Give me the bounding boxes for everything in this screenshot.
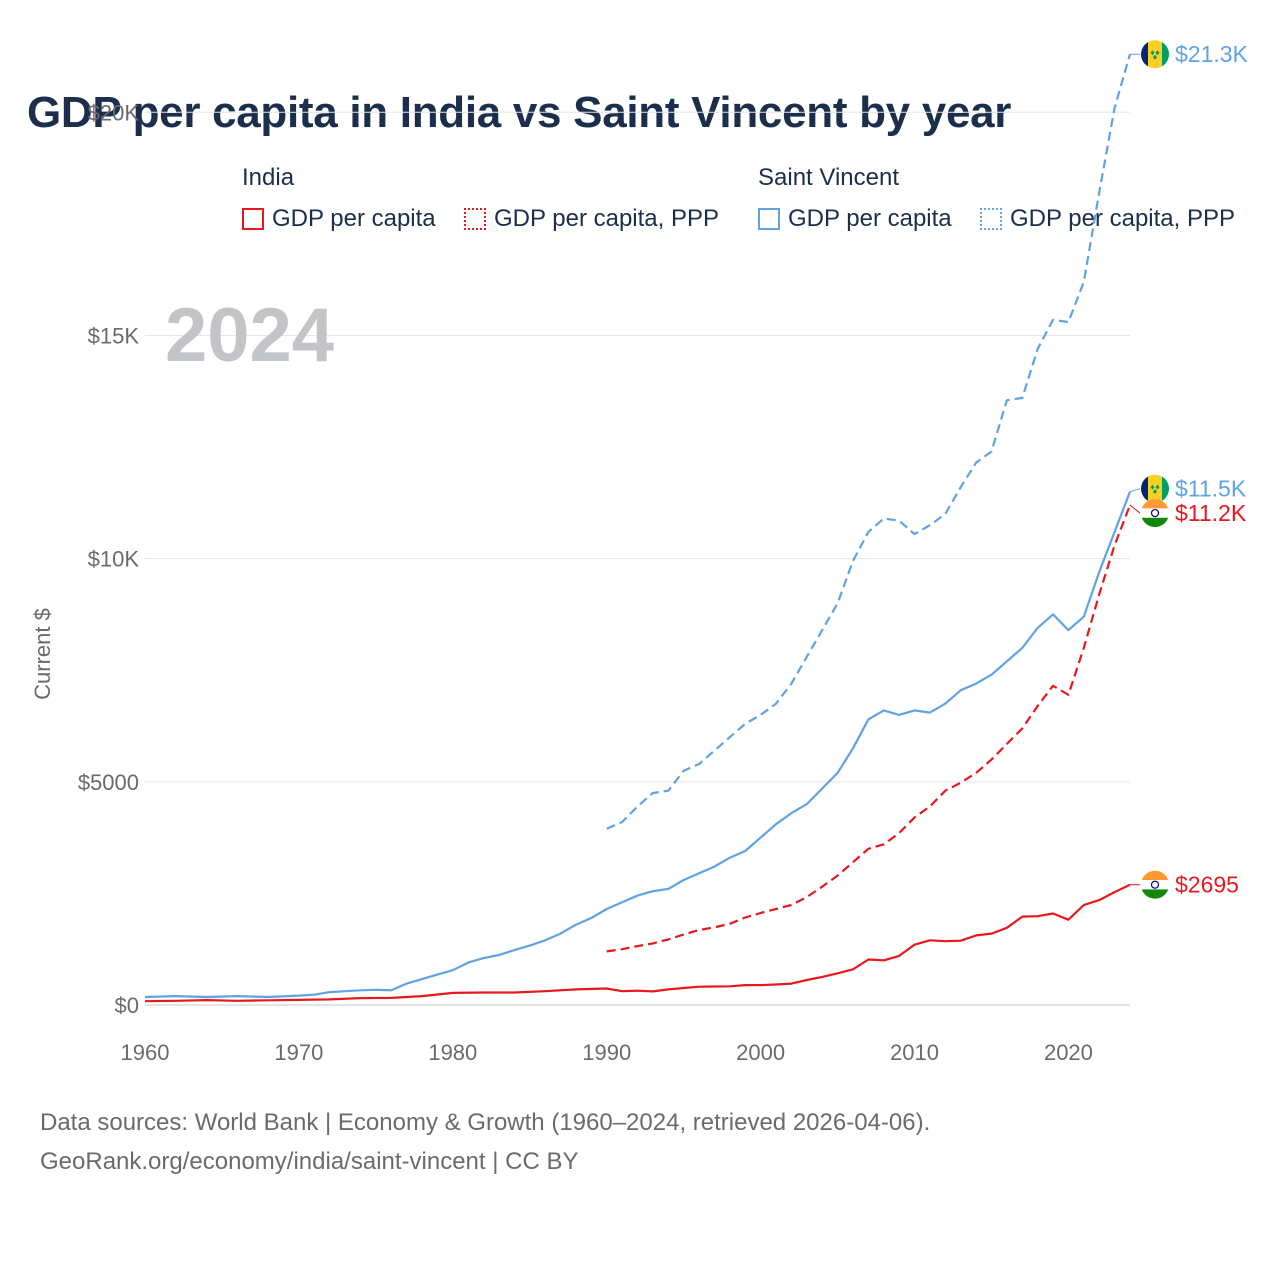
y-tick-label: $15K: [88, 323, 140, 348]
series-line-india-ppp: [606, 504, 1132, 953]
legend-item-label: GDP per capita, PPP: [1010, 205, 1235, 232]
y-axis-label: Current $: [30, 608, 55, 700]
india-flag-icon: [1141, 870, 1169, 899]
legend-item-label: GDP per capita: [788, 205, 952, 232]
x-tick-label: 1970: [274, 1040, 323, 1065]
legend-swatch-dotted-icon: [980, 208, 1002, 230]
saint-vincent-flag-icon: [1141, 474, 1169, 503]
x-tick-label: 2020: [1044, 1040, 1093, 1065]
x-tick-label: 1980: [428, 1040, 477, 1065]
legend-item-india-gdp[interactable]: GDP per capita: [242, 205, 436, 233]
series-line-saint_vincent-ppp: [606, 53, 1132, 830]
end-connector: [1129, 488, 1141, 493]
y-tick-label: $5000: [78, 770, 139, 795]
footer-sources: Data sources: World Bank | Economy & Gro…: [40, 1109, 931, 1136]
x-tick-label: 1960: [121, 1040, 170, 1065]
legend-item-label: GDP per capita, PPP: [494, 205, 719, 232]
series-line-saint_vincent: [144, 491, 1132, 999]
legend-group-india: India: [242, 164, 295, 191]
india-flag-icon: [1141, 499, 1169, 528]
legend-item-sv-gdp-ppp[interactable]: GDP per capita, PPP: [980, 205, 1235, 233]
y-tick-label: $0: [115, 993, 139, 1018]
legend-item-india-gdp-ppp[interactable]: GDP per capita, PPP: [464, 205, 719, 233]
legend-swatch-solid-icon: [758, 208, 780, 230]
x-tick-label: 2000: [736, 1040, 785, 1065]
x-tick-label: 2010: [890, 1040, 939, 1065]
legend-group-saint-vincent: Saint Vincent: [758, 164, 899, 191]
legend-swatch-solid-icon: [242, 208, 264, 230]
legend-swatch-dotted-icon: [464, 208, 486, 230]
series-line-india: [144, 883, 1131, 1003]
saint-vincent-flag-icon: [1141, 40, 1169, 69]
y-tick-label: $10K: [88, 547, 140, 572]
end-connector: [1129, 504, 1141, 514]
legend-item-label: GDP per capita: [272, 205, 436, 232]
legend-item-sv-gdp[interactable]: GDP per capita: [758, 205, 952, 233]
end-value-label: $11.2K: [1175, 500, 1247, 526]
y-tick-label: $20K: [88, 100, 140, 125]
end-value-label: $2695: [1175, 872, 1239, 898]
end-value-label: $11.5K: [1175, 476, 1247, 502]
footer-url[interactable]: GeoRank.org/economy/india/saint-vincent …: [40, 1148, 579, 1175]
end-value-label: $21.3K: [1175, 41, 1249, 67]
year-watermark: 2024: [165, 293, 335, 378]
x-tick-label: 1990: [582, 1040, 631, 1065]
